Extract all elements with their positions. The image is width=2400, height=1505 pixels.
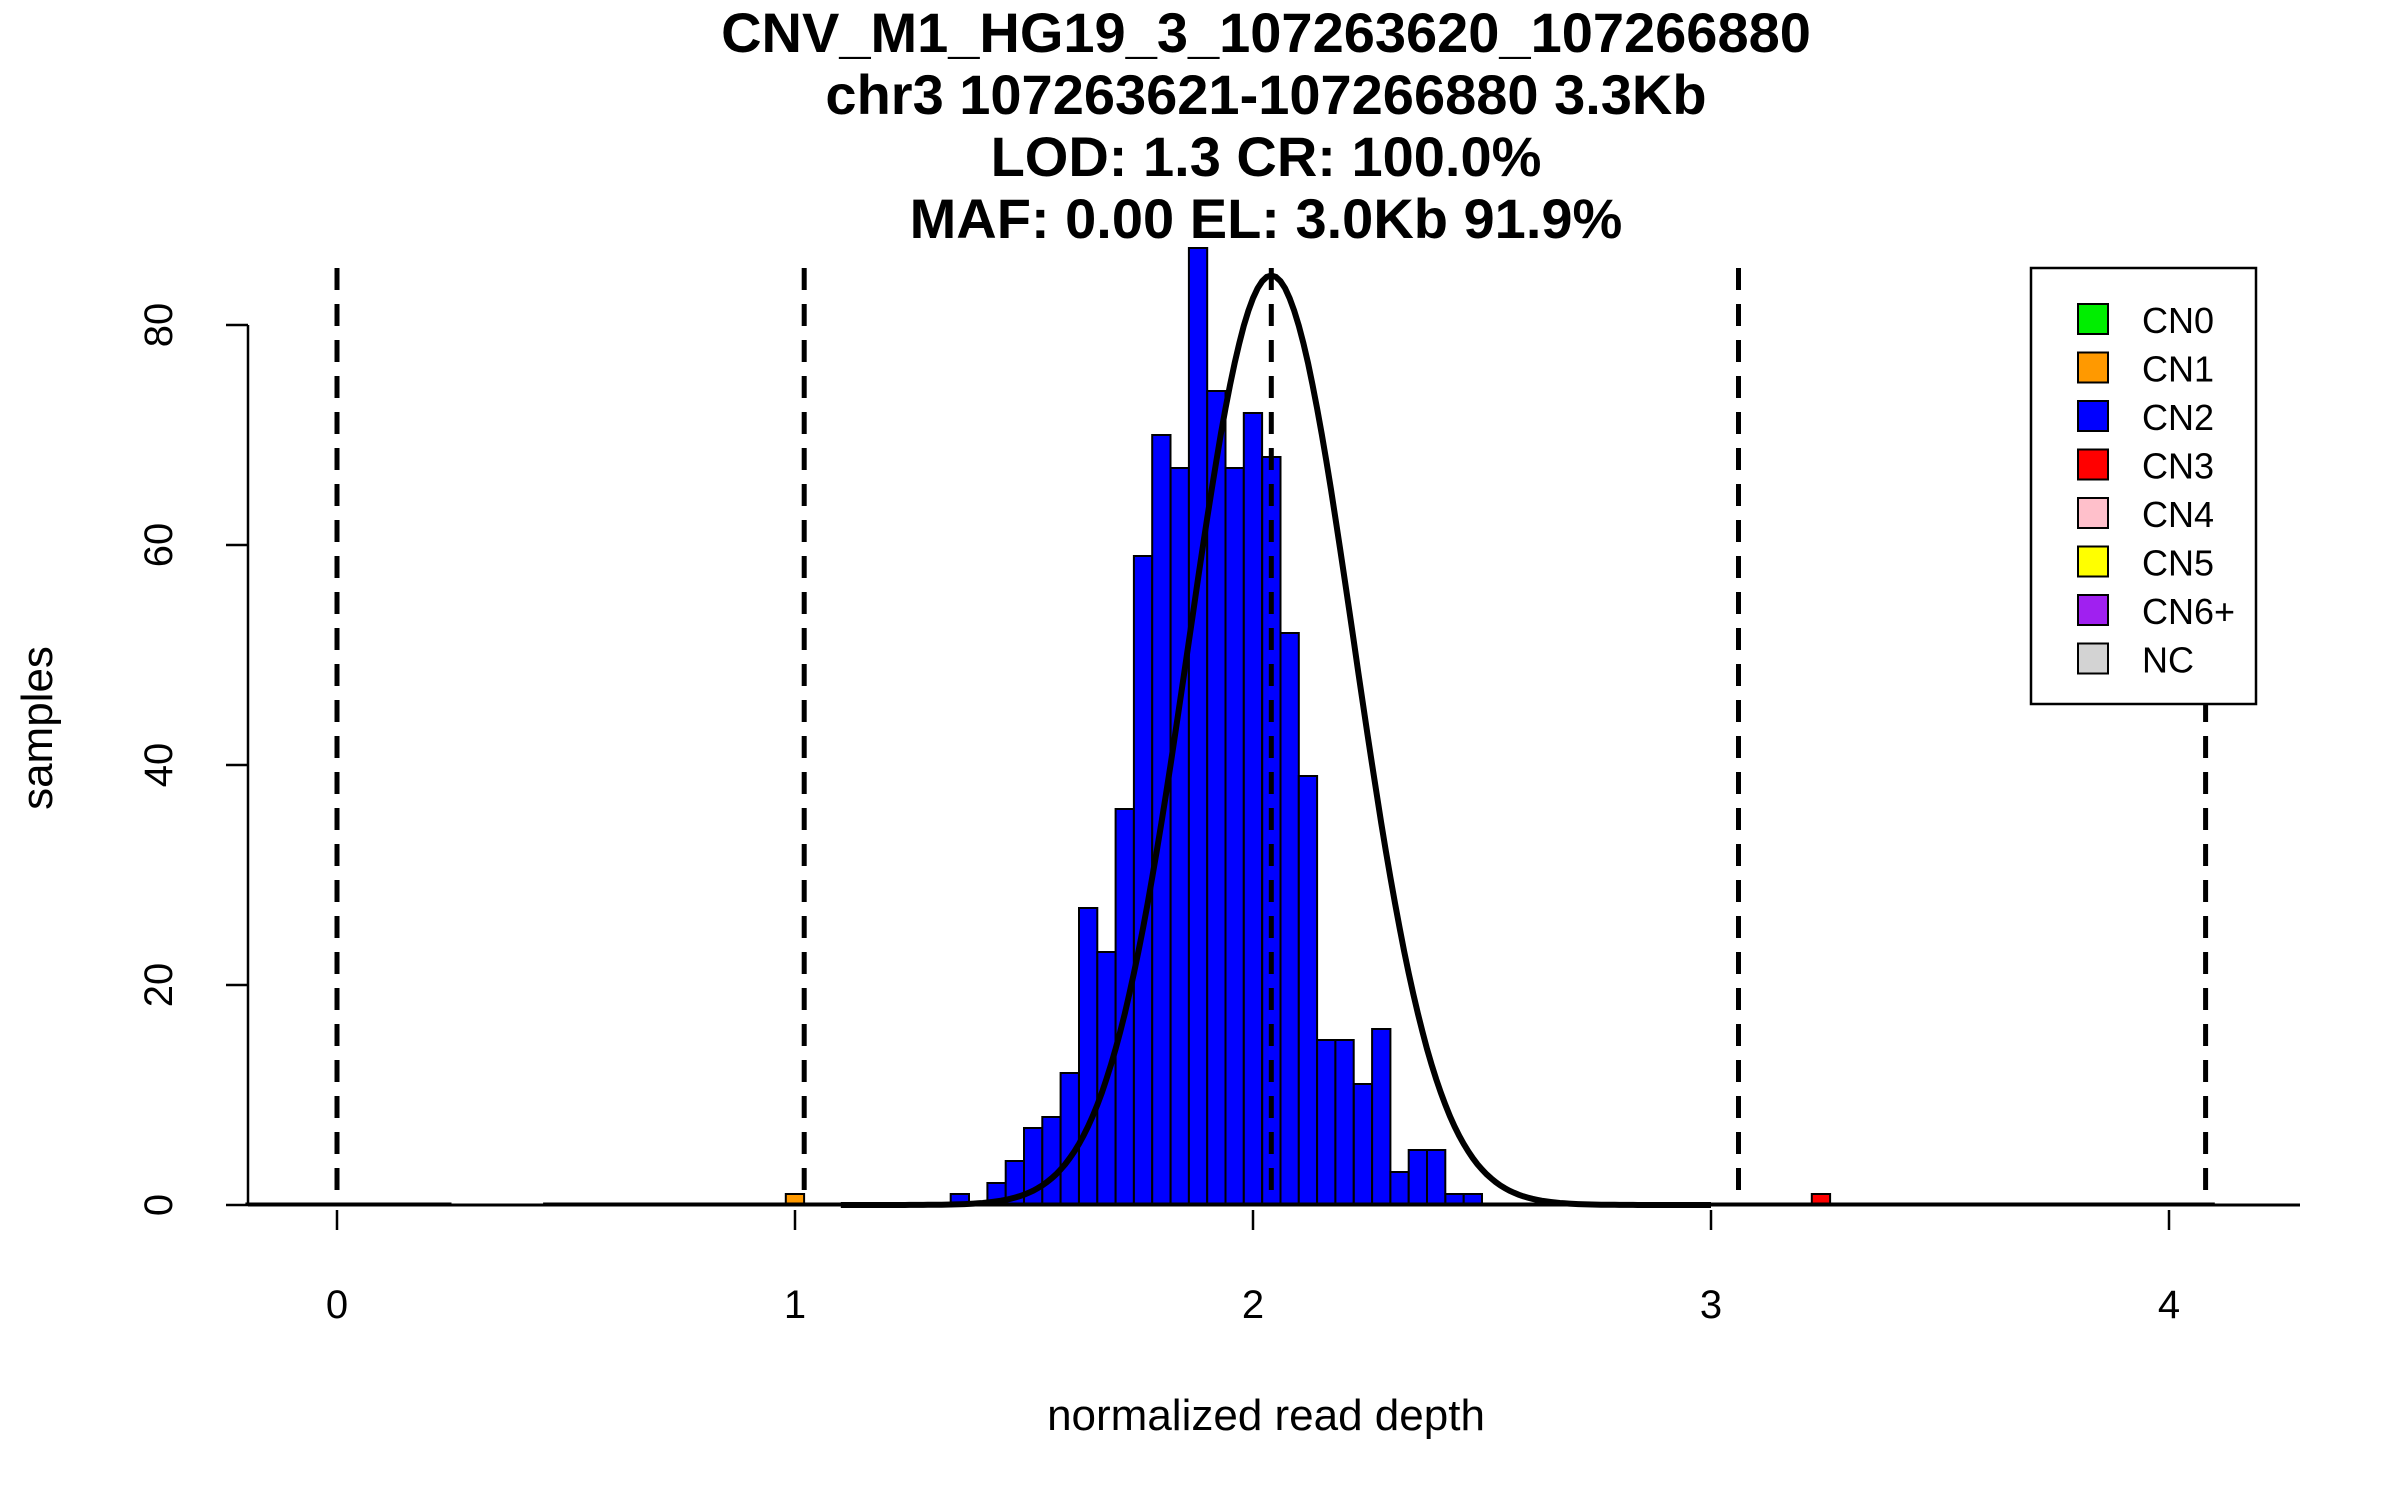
y-axis: 0 20 40 60 80 [137, 303, 250, 1216]
bar-cn2-24 [1407, 1149, 1428, 1206]
x-tick-label-0: 0 [326, 1283, 348, 1327]
bar-cn2-21 [1352, 1083, 1374, 1206]
legend-swatch-cn3 [2077, 448, 2109, 481]
bar-cn2-4 [1041, 1116, 1062, 1206]
bar-cn2-5 [1059, 1072, 1080, 1206]
legend-label-cn3: CN3 [2142, 446, 2214, 487]
bar-cn2-14 [1224, 467, 1245, 1206]
legend-label-cn2: CN2 [2142, 397, 2214, 438]
x-tick-label-3: 3 [1700, 1283, 1722, 1327]
density-curve-layer [840, 272, 1711, 1208]
title-line-4: MAF: 0.00 EL: 3.0Kb 91.9% [910, 187, 1623, 250]
x-axis-label: normalized read depth [1047, 1391, 1485, 1440]
title-line-2: chr3 107263621-107266880 3.3Kb [825, 63, 1706, 126]
histogram-bars [784, 247, 1832, 1206]
bar-cn2-19 [1316, 1039, 1337, 1206]
y-axis-label: samples [13, 646, 62, 810]
y-tick-label-4: 80 [137, 303, 181, 348]
bar-cn2-15 [1242, 412, 1264, 1206]
bar-cn2-25 [1426, 1149, 1447, 1206]
y-tick-label-0: 0 [137, 1194, 181, 1216]
x-tick-label-2: 2 [1242, 1283, 1264, 1327]
x-tick-label-4: 4 [2158, 1283, 2180, 1327]
y-tick-label-3: 60 [137, 523, 181, 568]
x-tick-label-1: 1 [784, 1283, 806, 1327]
bar-cn2-17 [1279, 632, 1300, 1206]
legend-swatch-nc [2077, 642, 2109, 675]
bar-cn2-23 [1389, 1171, 1410, 1206]
legend-label-cn1: CN1 [2142, 349, 2214, 390]
title-line-3: LOD: 1.3 CR: 100.0% [991, 125, 1542, 188]
legend-swatch-cn6plus [2077, 594, 2109, 626]
bar-cn2-6 [1078, 907, 1099, 1206]
x-axis: 0 1 2 3 4 [248, 1203, 2300, 1327]
chart-title: CNV_M1_HG19_3_107263620_107266880 chr3 1… [721, 1, 1811, 250]
legend-label-cn0: CN0 [2142, 300, 2214, 341]
y-tick-label-1: 20 [137, 963, 181, 1008]
legend-swatch-cn2 [2077, 400, 2109, 432]
legend: CN0 CN1 CN2 CN3 CN4 CN5 CN6+ NC [2029, 266, 2258, 706]
legend-label-cn5: CN5 [2142, 543, 2214, 584]
copy-number-boundaries [334, 268, 2209, 1205]
legend-label-cn6plus: CN6+ [2142, 591, 2235, 632]
legend-swatch-cn5 [2077, 545, 2109, 578]
y-tick-label-2: 40 [137, 743, 181, 788]
legend-swatch-cn0 [2077, 303, 2109, 335]
legend-label-nc: NC [2142, 640, 2194, 681]
legend-swatch-cn1 [2077, 351, 2109, 384]
legend-box [2029, 266, 2258, 706]
bar-cn2-20 [1334, 1039, 1355, 1206]
bar-cn2-12 [1187, 247, 1209, 1206]
bar-cn2-18 [1297, 775, 1319, 1206]
bar-cn2-22 [1371, 1028, 1392, 1206]
title-line-1: CNV_M1_HG19_3_107263620_107266880 [721, 1, 1811, 64]
legend-label-cn4: CN4 [2142, 494, 2214, 535]
density-curve [840, 272, 1711, 1208]
bar-cn2-11 [1169, 467, 1190, 1206]
legend-swatch-cn4 [2077, 497, 2109, 529]
